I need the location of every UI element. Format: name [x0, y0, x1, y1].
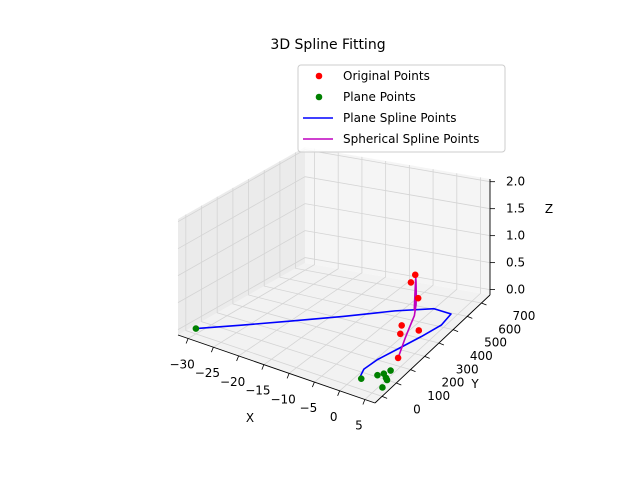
x-axis-line: [177, 334, 376, 404]
y-tick-label: 600: [498, 322, 521, 336]
y-axis-line: [374, 294, 491, 404]
original-points-point: [394, 354, 402, 362]
y-grid-line: [201, 205, 397, 384]
legend-label-3: Spherical Spline Points: [343, 132, 479, 146]
y-grid-line: [295, 152, 482, 304]
plane-points-point: [379, 384, 386, 391]
axis-lines: [177, 179, 491, 404]
legend-label-1: Plane Points: [343, 90, 416, 104]
y-tick-label: 400: [470, 349, 493, 363]
axis-panes: [178, 147, 490, 403]
y-grid-line: [279, 161, 468, 317]
z-tick-label: 0.0: [506, 283, 525, 297]
z-grid-line: [177, 176, 491, 250]
legend-label-0: Original Points: [343, 69, 430, 83]
x-tick: [236, 355, 239, 362]
z-grid-line: [177, 203, 491, 276]
legend-marker-1: [315, 93, 323, 101]
plane-points-point: [387, 367, 394, 374]
x-tick: [362, 399, 366, 405]
y-grid-line: [216, 196, 411, 371]
plane-points-point: [374, 371, 381, 379]
y-tick-label: 500: [484, 336, 507, 350]
legend-label-2: Plane Spline Points: [343, 111, 456, 125]
y-grid-line: [232, 187, 425, 357]
legend: Original Points Plane Points Plane Spline …: [297, 64, 506, 153]
plane-spline-points-line: [195, 307, 452, 381]
x-tick: [312, 381, 315, 388]
z-grid-line: [177, 230, 491, 303]
z-tick-label: 1.5: [506, 202, 525, 216]
y-tick: [424, 355, 430, 359]
z-tick-label: 0.5: [506, 256, 525, 270]
y-tick: [396, 382, 402, 386]
plane-points-point: [383, 376, 391, 384]
original-points-point: [411, 271, 419, 279]
x-axis-label: X: [246, 411, 254, 425]
z-tick-label: 1.0: [506, 229, 525, 243]
x-tick-label: −25: [195, 366, 220, 380]
back-pane: [305, 147, 490, 295]
x-grid-line: [213, 152, 339, 348]
x-tick-label: 0: [330, 410, 338, 424]
x-grid-line: [339, 173, 458, 392]
x-tick: [261, 364, 265, 370]
y-tick: [410, 369, 416, 373]
y-tick-label: 300: [456, 362, 479, 376]
x-tick-label: −15: [245, 384, 270, 398]
chart-title: 3D Spline Fitting: [270, 37, 385, 53]
original-points-point: [415, 327, 423, 334]
x-tick: [337, 390, 341, 396]
y-tick-label: 100: [427, 389, 450, 403]
y-tick: [467, 315, 473, 319]
legend-frame: [297, 64, 506, 153]
legend-marker-0: [315, 72, 323, 80]
x-grid-line: [238, 156, 363, 357]
x-tick-label: −30: [169, 357, 194, 371]
plane-points-point: [192, 325, 200, 332]
x-grid-line: [314, 169, 434, 383]
z-tick-label: 2.0: [506, 175, 525, 189]
y-tick: [438, 342, 445, 346]
y-tick: [481, 302, 487, 306]
x-grid-line: [187, 148, 315, 339]
y-tick-label: 0: [413, 402, 421, 416]
x-tick-label: −10: [270, 392, 295, 406]
left-pane: [178, 147, 305, 335]
x-tick: [286, 373, 290, 379]
y-grid-line: [263, 170, 454, 331]
plane-points-point: [357, 375, 365, 382]
x-tick-label: −5: [300, 401, 318, 415]
z-grid-line: [177, 257, 491, 330]
x-grid-line: [263, 160, 387, 365]
y-axis-label: Y: [470, 377, 479, 391]
y-tick: [452, 329, 459, 333]
x-tick: [210, 347, 214, 353]
original-points-point: [398, 322, 405, 329]
x-tick: [185, 338, 189, 344]
x-tick-label: −20: [220, 375, 245, 389]
data-marks: [192, 271, 452, 391]
z-axis-label: Z: [545, 202, 553, 216]
y-tick-label: 200: [441, 376, 464, 390]
x-tick-label: 5: [355, 419, 363, 433]
tick-labels: −30−25−20−15−10 −5 0 5 0 10020030040050060070…: [169, 175, 535, 433]
y-grid-line: [185, 214, 383, 397]
original-points-point: [397, 330, 404, 338]
y-tick-label: 700: [512, 309, 535, 323]
y-tick: [381, 395, 388, 399]
original-points-point: [414, 294, 422, 302]
y-grid-line: [248, 179, 439, 344]
original-points-point: [407, 279, 415, 286]
x-grid-line: [364, 177, 481, 400]
